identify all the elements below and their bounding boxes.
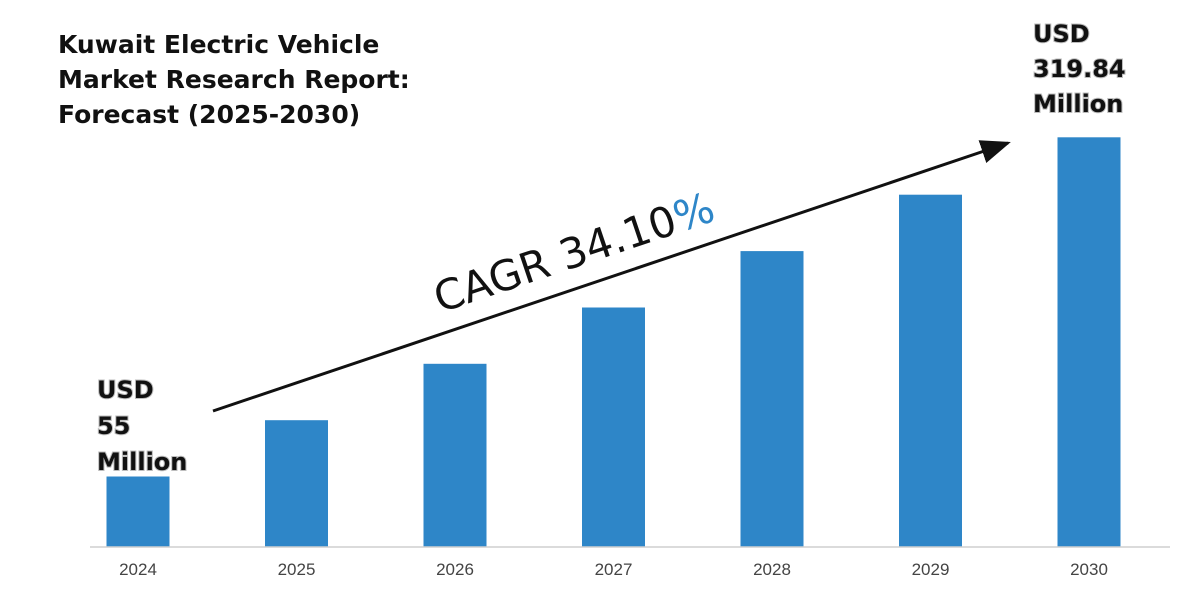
cagr-arrow <box>212 140 1011 413</box>
x-tick-label-2027: 2027 <box>595 560 633 579</box>
chart-title-line-2: Market Research Report: <box>58 65 410 94</box>
x-tick-label-2024: 2024 <box>119 560 157 579</box>
x-tick-labels: 2024 2025 2026 2027 2028 2029 2030 <box>119 560 1108 579</box>
bar-2028 <box>740 251 804 547</box>
end-label-line-3: Million <box>1033 90 1123 118</box>
bar-2030 <box>1057 137 1121 548</box>
bar-2024 <box>106 476 170 547</box>
x-tick-label-2029: 2029 <box>912 560 950 579</box>
bar-2026 <box>423 363 487 547</box>
end-value-label: USD 319.84 Million <box>1032 19 1127 119</box>
bar-2029 <box>899 194 962 547</box>
chart-title-line-1: Kuwait Electric Vehicle <box>58 30 379 59</box>
end-label-line-2: 319.84 <box>1033 55 1126 83</box>
chart-title: Kuwait Electric Vehicle Market Research … <box>58 30 410 129</box>
start-label-line-2: 55 <box>97 412 130 440</box>
end-label-line-1: USD <box>1033 20 1090 48</box>
start-label-line-1: USD <box>97 376 154 404</box>
x-tick-label-2025: 2025 <box>278 560 316 579</box>
chart-title-line-3: Forecast (2025-2030) <box>58 100 360 129</box>
bar-2025 <box>265 420 328 547</box>
cagr-label: CAGR 34.10% <box>428 183 721 323</box>
bars-group <box>106 137 1121 548</box>
start-value-label: USD 55 Million <box>96 375 188 477</box>
x-tick-label-2030: 2030 <box>1070 560 1108 579</box>
start-label-line-3: Million <box>97 448 187 476</box>
x-tick-label-2026: 2026 <box>436 560 474 579</box>
bar-2027 <box>582 307 645 547</box>
x-tick-label-2028: 2028 <box>753 560 791 579</box>
cagr-text: CAGR 34.10 <box>428 195 683 322</box>
